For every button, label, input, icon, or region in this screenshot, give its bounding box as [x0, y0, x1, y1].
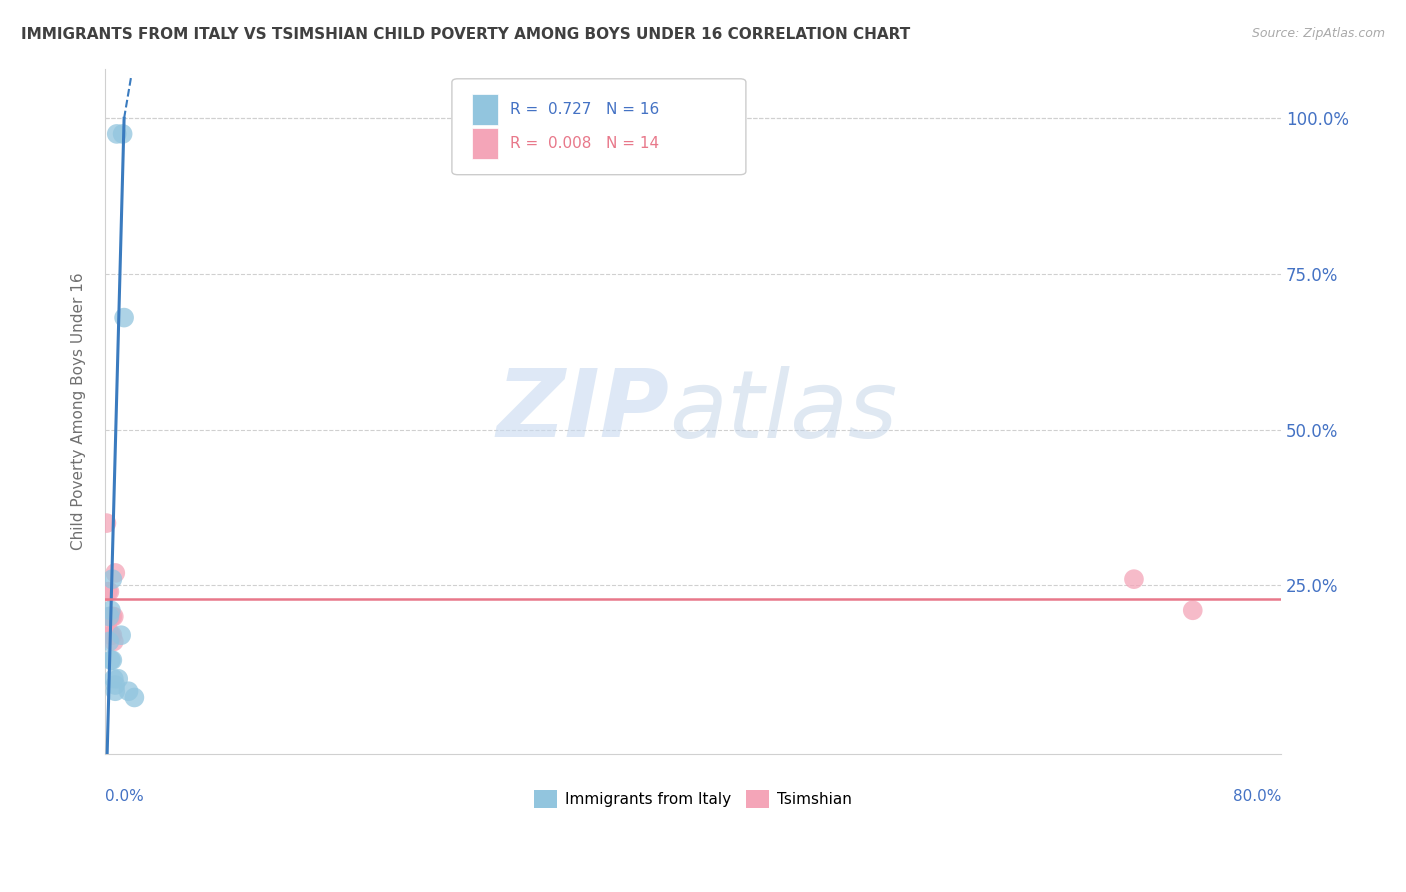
Bar — [472, 95, 498, 125]
Point — [101, 609, 124, 624]
FancyBboxPatch shape — [451, 78, 747, 175]
Point — [104, 684, 127, 698]
Point — [111, 127, 134, 141]
Point — [98, 609, 121, 624]
Point — [101, 572, 124, 586]
Text: atlas: atlas — [669, 366, 897, 457]
Point — [103, 672, 125, 686]
Point — [105, 127, 128, 141]
Legend: Immigrants from Italy, Tsimshian: Immigrants from Italy, Tsimshian — [529, 783, 858, 814]
Text: ZIP: ZIP — [496, 365, 669, 457]
Point — [104, 678, 127, 692]
Point — [1181, 603, 1204, 617]
Point — [100, 603, 122, 617]
Text: 80.0%: 80.0% — [1233, 789, 1281, 805]
Text: R =  0.008   N = 14: R = 0.008 N = 14 — [509, 136, 658, 152]
Point — [98, 634, 121, 648]
Point — [101, 628, 124, 642]
Point — [100, 609, 122, 624]
Point — [97, 622, 120, 636]
Point — [124, 690, 146, 705]
Point — [101, 653, 124, 667]
Point — [104, 566, 127, 580]
Point — [110, 628, 132, 642]
Point — [103, 634, 125, 648]
Y-axis label: Child Poverty Among Boys Under 16: Child Poverty Among Boys Under 16 — [72, 272, 86, 549]
Point — [97, 584, 120, 599]
Text: Source: ZipAtlas.com: Source: ZipAtlas.com — [1251, 27, 1385, 40]
Point — [112, 310, 135, 325]
Point — [98, 584, 121, 599]
Bar — [472, 128, 498, 160]
Text: 0.0%: 0.0% — [105, 789, 143, 805]
Point — [100, 628, 122, 642]
Point — [98, 609, 121, 624]
Point — [117, 684, 139, 698]
Point — [96, 516, 118, 530]
Point — [107, 672, 129, 686]
Point — [103, 609, 125, 624]
Point — [100, 653, 122, 667]
Point — [1123, 572, 1146, 586]
Text: IMMIGRANTS FROM ITALY VS TSIMSHIAN CHILD POVERTY AMONG BOYS UNDER 16 CORRELATION: IMMIGRANTS FROM ITALY VS TSIMSHIAN CHILD… — [21, 27, 910, 42]
Text: R =  0.727   N = 16: R = 0.727 N = 16 — [509, 102, 659, 117]
